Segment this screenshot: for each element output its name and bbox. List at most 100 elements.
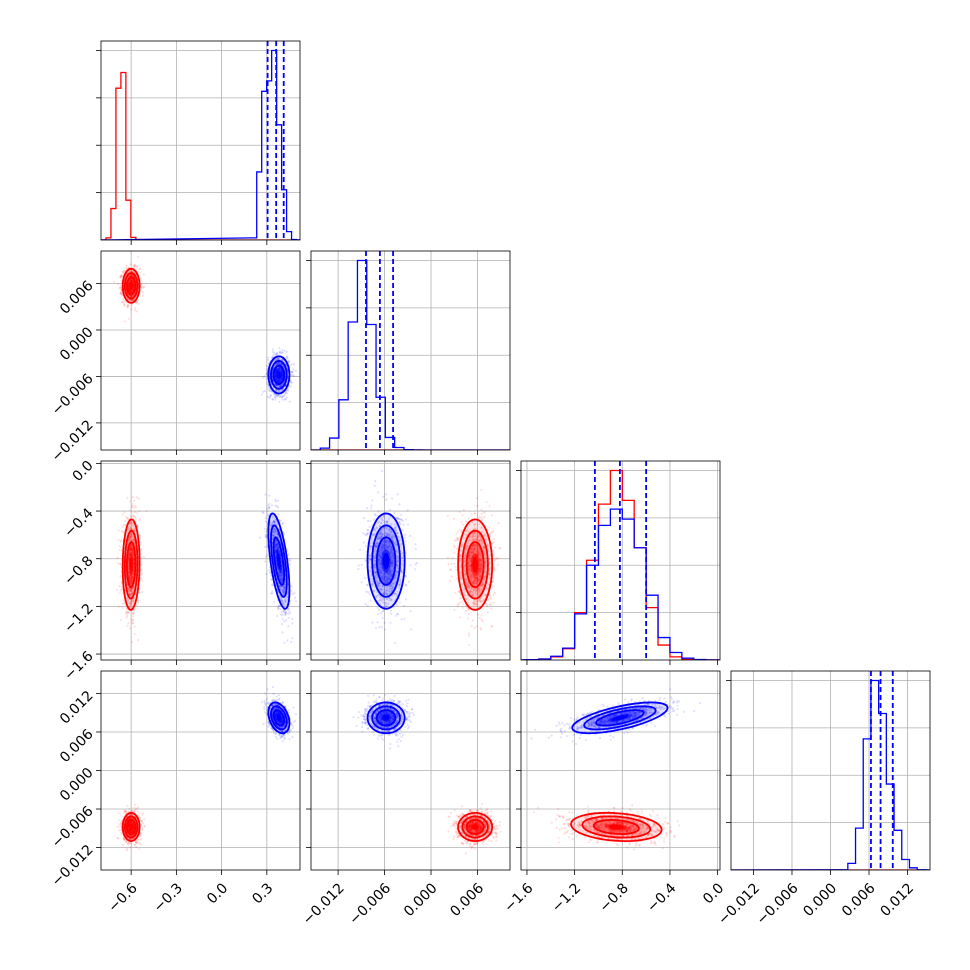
sample-point [283,590,286,593]
sample-point [480,563,483,566]
sample-point [280,369,283,372]
sample-point [129,587,132,591]
sample-point [274,542,277,545]
sample-point [131,619,134,622]
sample-point [479,565,482,568]
sample-point [130,550,134,554]
sample-point [134,607,137,610]
sample-point [128,579,132,583]
sample-point [132,552,135,555]
sample-point [482,546,486,549]
sample-point [276,379,279,382]
sample-point [278,366,281,369]
sample-point [476,578,479,581]
sample-point [121,301,124,304]
sample-point [281,375,284,378]
sample-point [274,546,277,549]
sample-point [136,300,139,303]
sample-point [276,380,279,383]
sample-point [129,526,132,530]
sample-point [483,547,486,551]
sample-point [129,291,132,294]
sample-point [473,544,476,547]
sample-point [481,585,484,588]
sample-point [274,529,277,533]
sample-point [279,607,282,611]
sample-point [265,573,268,576]
sample-point [121,270,124,273]
sample-point [126,517,129,520]
sample-point [275,546,278,549]
sample-point [276,358,279,361]
sample-point [274,372,277,375]
sample-point [266,510,269,513]
sample-point [272,534,275,537]
sample-point [280,573,283,576]
sample-point [141,579,144,582]
sample-point [132,525,135,529]
sample-point [131,515,135,518]
sample-point [472,589,476,592]
sample-point [131,279,134,282]
sample-point [272,520,275,523]
sample-point [129,576,132,579]
sample-point [275,544,278,547]
sample-point [467,556,470,559]
sample-point [129,579,132,582]
sample-point [275,543,278,546]
sample-point [475,547,479,550]
sample-point [283,603,286,607]
sample-point [127,599,130,602]
sample-point [128,548,132,551]
sample-point [134,517,137,521]
sample-point [274,374,277,377]
sample-point [130,521,133,524]
sample-point [116,588,119,591]
sample-point [279,378,282,382]
density-core [277,552,281,570]
sample-point [282,588,285,592]
sample-point [283,611,286,615]
sample-point [276,607,279,611]
sample-point [470,587,473,591]
sample-point [131,575,134,579]
sample-point [277,380,280,384]
sample-point [288,563,291,566]
sample-point [130,532,133,535]
sample-point [467,561,470,564]
sample-point [473,577,476,580]
sample-point [129,548,132,551]
sample-point [128,577,131,580]
sample-point [278,573,281,576]
sample-point [128,295,131,298]
sample-point [273,521,276,524]
sample-point [283,599,286,603]
sample-point [460,529,463,532]
sample-point [120,588,123,591]
sample-point [133,510,136,514]
sample-point [261,511,264,514]
sample-point [292,368,295,371]
sample-point [280,384,283,387]
sample-point [133,504,136,508]
sample-point [265,534,268,537]
sample-point [277,389,281,392]
sample-point [140,286,143,289]
sample-point [477,579,480,583]
sample-point [131,524,134,527]
sample-point [263,545,266,548]
sample-point [463,589,466,593]
sample-point [475,600,478,603]
sample-point [131,599,135,602]
sample-point [127,603,131,606]
sample-point [284,613,287,616]
sample-point [290,371,293,374]
sample-point [477,571,481,574]
sample-point [130,599,133,602]
sample-point [263,527,266,530]
sample-point [278,548,281,551]
sample-point [274,518,277,521]
sample-point [125,267,128,270]
sample-point [281,373,284,376]
sample-point [128,591,131,594]
